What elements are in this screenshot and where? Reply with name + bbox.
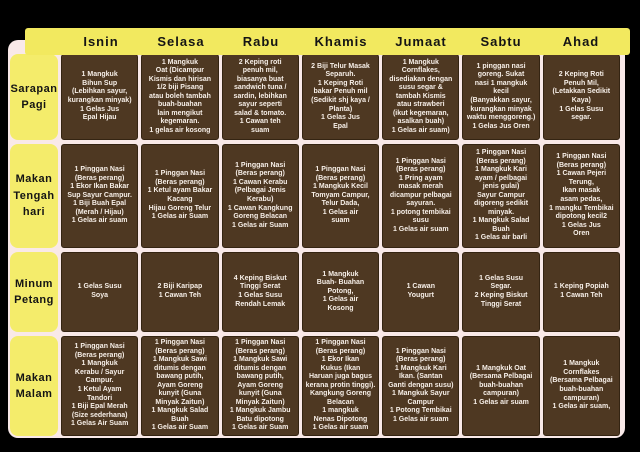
meal-cell: 1 Pinggan Nasi (Beras perang) 1 Cawan Pe…: [542, 144, 620, 248]
day-header-row: Isnin Selasa Rabu Khamis Jumaat Sabtu Ah…: [25, 28, 630, 55]
meal-cell: 1 Gelas Susu Soya: [61, 252, 139, 332]
meal-cell: 1 Pinggan Nasi (Beras perang) 1 Mangkuk …: [221, 336, 299, 436]
meal-cell: 1 Pinggan Nasi (Beras perang) 1 Pring ay…: [382, 144, 460, 248]
meal-cell: 1 Keping Popiah 1 Cawan Teh: [542, 252, 620, 332]
meal-cell: 2 Keping roti penuh mil, biasanya buat s…: [221, 54, 299, 140]
meal-cell: 1 Pinggan Nasi (Beras perang) 1 Ketul ay…: [141, 144, 219, 248]
day-header-selasa: Selasa: [157, 34, 205, 49]
meal-cell: 1 Cawan Yougurt: [382, 252, 460, 332]
meal-cell: 1 Mangkuk Cornflakes (Bersama Pelbagai b…: [542, 336, 620, 436]
meal-cell: 2 Keping Roti Penuh Mil, (Letakkan Sedik…: [542, 54, 620, 140]
day-header-jumaat: Jumaat: [395, 34, 447, 49]
day-header-rabu: Rabu: [242, 34, 280, 49]
meal-cell: 1 pinggan nasi goreng. Sukat nasi 1 mang…: [462, 54, 540, 140]
meal-cell: 1 Pinggan Nasi (Beras perang) 1 Ekor Ika…: [301, 336, 380, 436]
meal-cell: 1 Gelas Susu Segar. 2 Keping Biskut Ting…: [462, 252, 540, 332]
row-label-makan-malam: Makan Malam: [10, 336, 58, 436]
meal-cell: 1 Mangkuk Buah- Buahan Potong, 1 Gelas a…: [301, 252, 380, 332]
row-label-makan-tengah-hari: Makan Tengah hari: [10, 144, 58, 248]
day-header-sabtu: Sabtu: [480, 34, 522, 49]
meal-cell: 1 Pinggan Nasi (Beras perang) 1 Mangkuk …: [301, 144, 380, 248]
row-label-sarapan-pagi: Sarapan Pagi: [10, 54, 58, 140]
meal-cell: 2 Biji Telur Masak Separuh. 1 Keping Rot…: [301, 54, 380, 140]
meal-cell: 1 Pinggan Nasi (Beras perang) 1 Mangkuk …: [141, 336, 219, 436]
meal-cell: 1 Mangkuk Bihun Sup (Lebihkan sayur, kur…: [61, 54, 139, 140]
day-header-ahad: Ahad: [562, 34, 600, 49]
meal-table-grid: Sarapan Pagi 1 Mangkuk Bihun Sup (Lebihk…: [10, 54, 620, 436]
meal-cell: 4 Keping Biskut Tinggi Serat 1 Gelas Sus…: [221, 252, 299, 332]
row-label-minum-petang: Minum Petang: [10, 252, 58, 332]
meal-cell: 1 Pinggan Nasi (Beras perang) 1 Mangkuk …: [61, 336, 139, 436]
meal-cell: 1 Pinggan Nasi (Beras perang) 1 Mangkuk …: [462, 144, 540, 248]
meal-cell: 1 Mangkuk Cornflakes, disediakan dengan …: [382, 54, 460, 140]
day-header-isnin: Isnin: [83, 34, 119, 49]
day-header-khamis: Khamis: [314, 34, 368, 49]
meal-cell: 1 Pinggan Nasi (Beras perang) 1 Cawan Ke…: [221, 144, 299, 248]
meal-cell: 1 Mangkuk Oat (Dicampur Kismis dan hiris…: [141, 54, 219, 140]
meal-cell: 2 Biji Karipap 1 Cawan Teh: [141, 252, 219, 332]
meal-cell: 1 Pinggan Nasi (Beras perang) 1 Ekor Ika…: [61, 144, 139, 248]
meal-cell: 1 Mangkuk Oat (Bersama Pelbagai buah-bua…: [462, 336, 540, 436]
meal-table-panel: Sarapan Pagi 1 Mangkuk Bihun Sup (Lebihk…: [8, 40, 625, 438]
meal-cell: 1 Pinggan Nasi (Beras perang) 1 Mangkuk …: [382, 336, 460, 436]
